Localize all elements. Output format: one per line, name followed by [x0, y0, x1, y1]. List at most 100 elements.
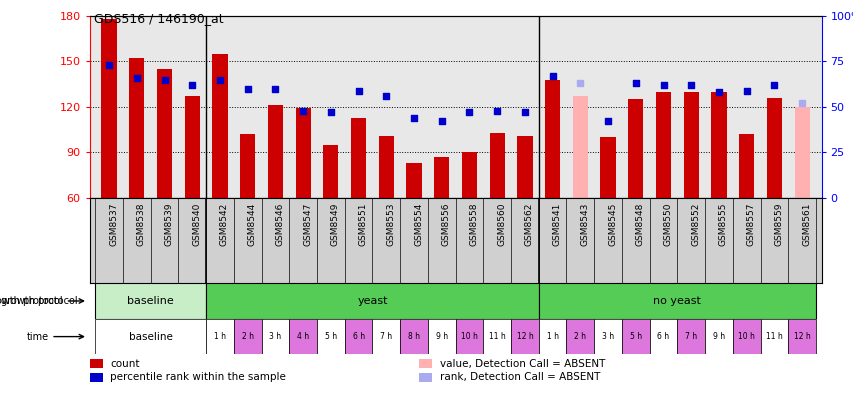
Text: 6 h: 6 h [657, 332, 669, 341]
Bar [102, 19, 117, 198]
Bar [289, 319, 316, 354]
Text: GSM8538: GSM8538 [136, 202, 146, 246]
Text: 6 h: 6 h [352, 332, 364, 341]
Text: 7 h: 7 h [684, 332, 697, 341]
Bar [90, 359, 102, 368]
Bar [649, 319, 676, 354]
Bar [345, 319, 372, 354]
Text: baseline: baseline [129, 331, 172, 342]
Text: 11 h: 11 h [488, 332, 505, 341]
Text: 3 h: 3 h [601, 332, 613, 341]
Text: percentile rank within the sample: percentile rank within the sample [110, 372, 286, 382]
Text: GSM8548: GSM8548 [635, 202, 644, 246]
Text: growth protocol: growth protocol [0, 296, 63, 306]
Text: GSM8537: GSM8537 [109, 202, 118, 246]
Text: GSM8554: GSM8554 [414, 202, 422, 246]
Text: GDS516 / 146190_at: GDS516 / 146190_at [94, 12, 223, 25]
Bar [419, 359, 432, 368]
Text: GSM8550: GSM8550 [663, 202, 672, 246]
Bar [510, 319, 538, 354]
Text: GSM8555: GSM8555 [718, 202, 727, 246]
Point [683, 82, 697, 88]
Text: GSM8545: GSM8545 [607, 202, 617, 246]
Bar [600, 137, 615, 198]
Text: GSM8546: GSM8546 [275, 202, 284, 246]
Bar [628, 99, 642, 198]
Bar [419, 373, 432, 382]
Text: 11 h: 11 h [765, 332, 782, 341]
Bar [240, 134, 255, 198]
Text: GSM8549: GSM8549 [330, 202, 339, 246]
Text: GSM8539: GSM8539 [165, 202, 173, 246]
Point [656, 82, 670, 88]
Bar [793, 107, 809, 198]
Bar [212, 54, 227, 198]
Point [739, 88, 752, 94]
Text: GSM8560: GSM8560 [496, 202, 506, 246]
Text: GSM8540: GSM8540 [192, 202, 201, 246]
Bar [738, 134, 753, 198]
Point [434, 118, 448, 125]
Text: GSM8562: GSM8562 [525, 202, 533, 246]
Point [241, 86, 254, 92]
Point [767, 82, 780, 88]
Text: 9 h: 9 h [712, 332, 724, 341]
Bar [544, 80, 560, 198]
Text: GSM8553: GSM8553 [386, 202, 395, 246]
Bar [572, 96, 588, 198]
Bar [489, 133, 504, 198]
Text: 10 h: 10 h [461, 332, 478, 341]
Point [351, 88, 365, 94]
Text: 2 h: 2 h [574, 332, 586, 341]
Point [379, 93, 392, 99]
Text: GSM8558: GSM8558 [469, 202, 478, 246]
Text: no yeast: no yeast [653, 296, 700, 306]
Bar [483, 319, 510, 354]
Text: time: time [27, 331, 49, 342]
Bar [95, 319, 206, 354]
Text: GSM8557: GSM8557 [746, 202, 755, 246]
Bar [95, 283, 206, 319]
Bar [538, 319, 566, 354]
Bar [295, 109, 310, 198]
Text: 9 h: 9 h [435, 332, 447, 341]
Point [158, 76, 171, 83]
Point [102, 62, 116, 68]
Text: GSM8541: GSM8541 [552, 202, 561, 246]
Bar [378, 136, 393, 198]
Text: GSM8559: GSM8559 [774, 202, 782, 246]
Text: 4 h: 4 h [297, 332, 309, 341]
Bar [732, 319, 760, 354]
Point [185, 82, 199, 88]
Bar [787, 319, 815, 354]
Point [629, 80, 642, 86]
Point [711, 89, 725, 95]
Point [323, 109, 337, 116]
Text: GSM8542: GSM8542 [220, 202, 229, 246]
Text: 5 h: 5 h [629, 332, 641, 341]
Bar [129, 58, 144, 198]
Point [130, 74, 143, 81]
Text: GSM8544: GSM8544 [247, 202, 257, 246]
Bar [400, 319, 427, 354]
Bar [234, 319, 261, 354]
Point [490, 107, 503, 114]
Text: yeast: yeast [357, 296, 387, 306]
Point [545, 73, 559, 79]
Text: GSM8552: GSM8552 [690, 202, 699, 246]
Bar [90, 373, 102, 382]
Text: value, Detection Call = ABSENT: value, Detection Call = ABSENT [439, 358, 604, 369]
Bar [157, 69, 172, 198]
Point [601, 118, 614, 125]
Point [268, 86, 281, 92]
Text: 2 h: 2 h [241, 332, 253, 341]
Bar [206, 319, 234, 354]
Bar [538, 283, 815, 319]
Point [462, 109, 476, 116]
Bar [184, 96, 200, 198]
Bar [517, 136, 532, 198]
Bar [711, 92, 726, 198]
Text: count: count [110, 358, 140, 369]
Bar [456, 319, 483, 354]
Text: 8 h: 8 h [408, 332, 420, 341]
